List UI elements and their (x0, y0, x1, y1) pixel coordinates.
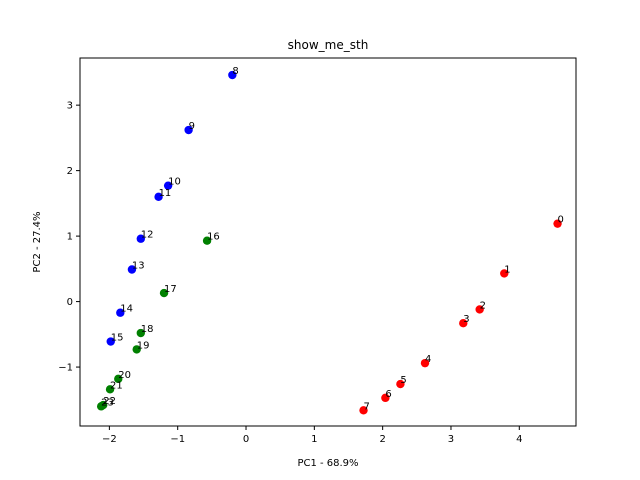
point-label: 1 (504, 264, 510, 275)
data-point (228, 70, 237, 80)
data-point (96, 402, 106, 411)
point-label: 10 (168, 177, 181, 188)
point-label: 14 (120, 304, 133, 315)
point-label: 21 (110, 380, 123, 391)
x-tick-label: 1 (311, 434, 317, 445)
data-point (132, 345, 141, 354)
x-tick-label: −2 (102, 434, 117, 445)
data-point (381, 393, 390, 403)
point-label: 0 (558, 215, 564, 226)
point-label: 3 (463, 314, 469, 325)
y-tick-label: 2 (67, 166, 73, 177)
data-point (202, 236, 212, 245)
data-point (105, 385, 115, 394)
data-point (553, 219, 562, 228)
point-label: 13 (132, 261, 145, 272)
data-point (475, 305, 484, 314)
point-label: 11 (159, 188, 172, 199)
x-tick-label: −1 (170, 434, 185, 445)
data-point (106, 337, 115, 346)
x-tick-label: 3 (448, 434, 454, 445)
point-label: 12 (141, 230, 154, 241)
y-tick-label: −1 (58, 363, 73, 374)
point-label: 17 (164, 284, 177, 295)
x-axis-ticks: −2 −1 0 1 2 3 4 (102, 426, 522, 445)
data-point (163, 181, 173, 190)
data-point (159, 288, 169, 298)
point-label: 18 (141, 324, 154, 335)
chart-title: show_me_sth (288, 38, 369, 52)
point-label: 22 (103, 396, 116, 407)
point-label: 6 (385, 389, 391, 400)
data-point (396, 379, 405, 389)
point-label: 16 (207, 232, 220, 243)
point-label: 15 (111, 333, 124, 344)
point-label: 5 (400, 375, 406, 386)
point-label: 7 (364, 401, 370, 412)
point-label: 8 (232, 66, 238, 77)
plot-frame (79, 57, 577, 427)
data-point (184, 125, 193, 135)
point-label: 2 (480, 300, 486, 311)
y-tick-label: 0 (67, 297, 73, 308)
x-tick-label: 0 (243, 434, 249, 445)
y-tick-label: 3 (67, 101, 73, 112)
data-point (116, 308, 125, 317)
x-tick-label: 2 (379, 434, 385, 445)
point-label: 4 (425, 354, 431, 365)
x-tick-label: 4 (516, 434, 522, 445)
data-point (420, 358, 430, 368)
x-axis-label: PC1 - 68.9% (297, 458, 358, 469)
y-axis-ticks: −1 0 1 2 3 (58, 101, 80, 374)
data-point (136, 328, 146, 338)
data-point (500, 269, 509, 278)
data-point (154, 192, 163, 202)
point-label: 20 (118, 370, 131, 381)
data-point (359, 406, 368, 415)
point-label: 9 (189, 121, 195, 132)
data-point (114, 374, 123, 384)
data-point (136, 234, 146, 243)
point-label: 19 (137, 340, 150, 351)
point-label: 23 (101, 397, 114, 408)
data-point (459, 318, 468, 328)
y-axis-label: PC2 - 27.4% (32, 211, 43, 272)
y-tick-label: 1 (67, 232, 73, 243)
data-point (127, 265, 137, 274)
